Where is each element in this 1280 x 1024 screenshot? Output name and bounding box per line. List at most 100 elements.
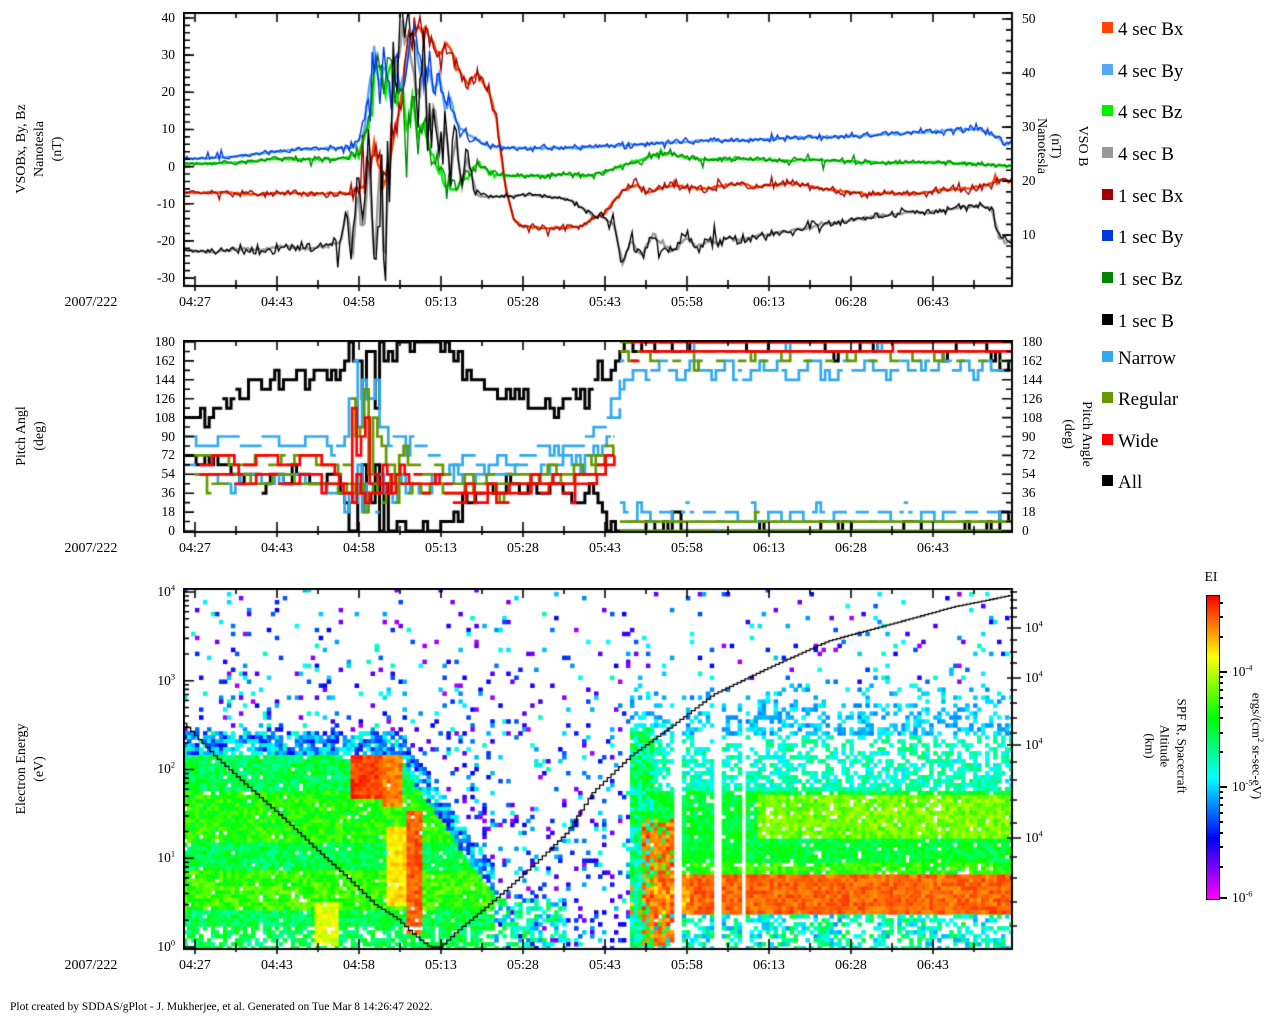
legend-swatch-icon (1102, 21, 1113, 33)
x-tick-label: 06:13 (753, 295, 785, 310)
colorbar-tick (1219, 671, 1227, 673)
tick-label: 180 (1022, 333, 1043, 349)
x-tick-label: 05:58 (671, 541, 703, 556)
colorbar-minor-tick (1219, 676, 1223, 678)
tick-label: 36 (161, 485, 176, 501)
legend-swatch-icon (1102, 271, 1113, 283)
tick-label: 144 (1022, 371, 1043, 387)
colorbar-minor-tick (1219, 821, 1223, 823)
x-tick-label: 04:58 (343, 295, 375, 310)
axis-label: (deg) (1061, 419, 1076, 449)
axis-label: Nanotesla (1034, 118, 1049, 174)
colorbar-minor-tick (1219, 797, 1223, 799)
tick-label: 72 (1022, 447, 1036, 463)
axis-label: ergs/(cm2 sr-sec-eV) (1249, 692, 1265, 800)
date-label: 2007/222 (64, 295, 118, 310)
x-tick-label: 06:28 (835, 295, 867, 310)
x-tick-label: 04:58 (343, 958, 375, 973)
tick-label: 108 (154, 409, 175, 425)
tick-label: 90 (1022, 428, 1036, 444)
x-tick-label: 06:43 (917, 295, 949, 310)
x-tick-label: 05:28 (507, 958, 539, 973)
tick-label: 100 (157, 938, 175, 954)
tick-label: 10 (161, 121, 176, 137)
x-tick-label: 05:28 (507, 295, 539, 310)
tick-label: 10 (1022, 227, 1036, 243)
tick-label: 30 (161, 47, 176, 63)
tick-label: 104 (1025, 829, 1043, 845)
x-tick-label: 04:27 (179, 295, 211, 310)
tick-label: 104 (157, 583, 175, 599)
x-tick-label: 05:13 (425, 958, 457, 973)
colorbar-minor-tick (1219, 697, 1223, 699)
tick-label: 103 (157, 672, 175, 688)
legend-swatch-icon (1102, 391, 1113, 403)
colorbar-minor-tick (1219, 812, 1223, 814)
legend-item-narrow: Narrow (1102, 348, 1176, 370)
x-tick-label: 06:43 (917, 541, 949, 556)
x-tick-label: 05:58 (671, 958, 703, 973)
legend-item-1-sec-b: 1 sec B (1102, 311, 1174, 333)
legend-item-wide: Wide (1102, 431, 1158, 453)
axis-label: Pitch Angle (1079, 401, 1094, 467)
colorbar-minor-tick (1219, 804, 1223, 806)
axis-label: Nanotesla (32, 121, 47, 177)
legend-item-1-sec-bx: 1 sec Bx (1102, 186, 1183, 208)
axis-label: Electron Energy (14, 723, 29, 815)
date-label: 2007/222 (64, 958, 118, 973)
colorbar-minor-tick (1219, 682, 1223, 684)
legend-label: 1 sec Bz (1118, 269, 1183, 290)
colorbar-minor-tick (1219, 717, 1223, 719)
tick-label: 30 (1022, 119, 1036, 135)
x-tick-label: 05:43 (589, 541, 621, 556)
legend-item-regular: Regular (1102, 389, 1178, 411)
axis-label: (eV) (32, 756, 47, 782)
tick-label: 162 (154, 352, 175, 368)
colorbar-title: EI (1204, 569, 1218, 584)
colorbar-tick (1219, 897, 1227, 899)
tick-label: 126 (1022, 390, 1043, 406)
axis-label: VSOBx, By, Bz (14, 104, 29, 194)
legend-swatch-icon (1102, 229, 1113, 241)
legend-swatch-icon (1102, 146, 1113, 158)
tick-label: 104 (1025, 736, 1043, 752)
tick-label: 20 (1022, 173, 1036, 189)
legend-label: 4 sec By (1118, 61, 1184, 82)
x-tick-label: 04:43 (261, 541, 293, 556)
tick-label: -20 (157, 232, 175, 248)
legend-label: 4 sec Bx (1118, 19, 1184, 40)
tick-label: 54 (1022, 466, 1036, 482)
colorbar-minor-tick (1219, 751, 1223, 753)
tick-label: 54 (161, 466, 176, 482)
colorbar-minor-tick (1219, 732, 1223, 734)
tick-label: 101 (157, 849, 175, 866)
legend-label: 4 sec B (1118, 144, 1174, 165)
legend-swatch-icon (1102, 188, 1113, 200)
colorbar-minor-tick (1219, 602, 1223, 604)
tick-label: 104 (1025, 669, 1043, 685)
tick-label: 50 (1022, 11, 1036, 27)
legend-swatch-icon (1102, 63, 1113, 75)
legend-item-4-sec-by: 4 sec By (1102, 61, 1183, 83)
colorbar-minor-tick (1219, 832, 1223, 834)
x-tick-label: 05:28 (507, 541, 539, 556)
colorbar-minor-tick (1219, 616, 1223, 618)
x-tick-label: 05:13 (425, 541, 457, 556)
tick-label: 180 (154, 333, 175, 349)
colorbar-minor-tick (1219, 706, 1223, 708)
tick-label: 36 (1022, 485, 1036, 501)
legend-item-all: All (1102, 472, 1142, 494)
axis-label: VSO B (1075, 125, 1090, 167)
tick-label: 162 (1022, 352, 1043, 368)
legend-item-4-sec-bz: 4 sec Bz (1102, 102, 1182, 124)
electron-energy-spectrogram (183, 588, 1025, 957)
legend-swatch-icon (1102, 474, 1113, 486)
tick-label: 0 (1022, 523, 1029, 538)
tick-label: -30 (157, 270, 175, 286)
legend-label: All (1118, 472, 1143, 493)
tick-label: 40 (161, 9, 176, 25)
tick-label: 108 (1022, 409, 1043, 425)
x-tick-label: 06:13 (753, 958, 785, 973)
tick-label: 40 (1022, 65, 1036, 81)
x-tick-label: 05:43 (589, 958, 621, 973)
